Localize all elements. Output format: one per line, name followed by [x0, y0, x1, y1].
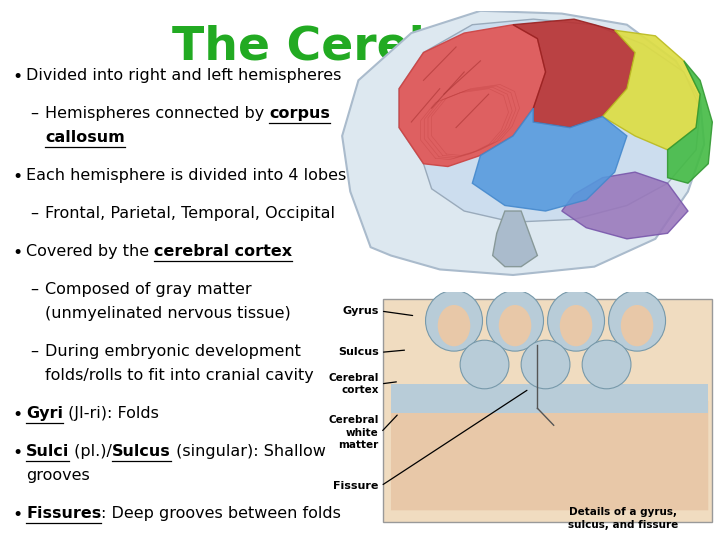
Ellipse shape: [621, 305, 653, 346]
Text: Cerebral
cortex: Cerebral cortex: [328, 373, 379, 395]
Text: The Cerebrum: The Cerebrum: [171, 25, 549, 70]
Ellipse shape: [608, 291, 665, 351]
Text: Frontal, Parietal, Temporal, Occipital: Frontal, Parietal, Temporal, Occipital: [45, 206, 335, 221]
Text: : Deep grooves between folds: : Deep grooves between folds: [102, 506, 341, 521]
Text: corpus: corpus: [269, 106, 330, 121]
Ellipse shape: [582, 340, 631, 389]
Text: Fissure: Fissure: [333, 481, 379, 491]
Ellipse shape: [521, 340, 570, 389]
Polygon shape: [667, 61, 712, 183]
Text: folds/rolls to fit into cranial cavity: folds/rolls to fit into cranial cavity: [45, 368, 314, 383]
Text: Cerebral
white
matter: Cerebral white matter: [328, 415, 379, 450]
Text: (singular): Shallow: (singular): Shallow: [171, 444, 326, 459]
Polygon shape: [399, 25, 546, 166]
Text: grooves: grooves: [26, 468, 90, 483]
Polygon shape: [342, 11, 704, 275]
Text: –: –: [30, 282, 38, 297]
Ellipse shape: [460, 340, 509, 389]
Text: Covered by the: Covered by the: [26, 244, 154, 259]
Text: Sulcus: Sulcus: [112, 444, 171, 459]
Text: cerebral cortex: cerebral cortex: [154, 244, 292, 259]
Text: •: •: [12, 68, 22, 86]
Text: (pl.)/: (pl.)/: [69, 444, 112, 459]
Ellipse shape: [499, 305, 531, 346]
Text: –: –: [30, 206, 38, 221]
Text: (unmyelinated nervous tissue): (unmyelinated nervous tissue): [45, 306, 291, 321]
Text: Sulcus: Sulcus: [338, 347, 379, 357]
Polygon shape: [472, 108, 627, 211]
Polygon shape: [513, 19, 635, 127]
Ellipse shape: [438, 305, 470, 346]
Text: Gyrus: Gyrus: [343, 306, 379, 316]
Ellipse shape: [548, 291, 605, 351]
FancyBboxPatch shape: [383, 299, 712, 523]
Text: •: •: [12, 444, 22, 462]
FancyBboxPatch shape: [391, 384, 708, 413]
Text: callosum: callosum: [45, 130, 125, 145]
Text: –: –: [30, 344, 38, 359]
Text: •: •: [12, 244, 22, 262]
Text: Hemispheres connected by: Hemispheres connected by: [45, 106, 269, 121]
Text: Fissures: Fissures: [26, 506, 102, 521]
Text: Sulci: Sulci: [26, 444, 69, 459]
Polygon shape: [603, 30, 700, 150]
Text: –: –: [30, 106, 38, 121]
Ellipse shape: [487, 291, 544, 351]
Text: During embryonic development: During embryonic development: [45, 344, 301, 359]
Polygon shape: [391, 384, 708, 510]
Ellipse shape: [559, 305, 593, 346]
Text: Divided into right and left hemispheres: Divided into right and left hemispheres: [26, 68, 341, 83]
Text: (JI-ri): Folds: (JI-ri): Folds: [63, 406, 159, 421]
Text: Each hemisphere is divided into 4 lobes:: Each hemisphere is divided into 4 lobes:: [26, 168, 351, 183]
Text: •: •: [12, 168, 22, 186]
Text: Details of a gyrus,
sulcus, and fissure: Details of a gyrus, sulcus, and fissure: [567, 508, 678, 530]
Text: Composed of gray matter: Composed of gray matter: [45, 282, 251, 297]
Polygon shape: [492, 211, 537, 267]
Polygon shape: [562, 172, 688, 239]
Polygon shape: [399, 19, 700, 222]
Text: •: •: [12, 506, 22, 524]
Ellipse shape: [426, 291, 482, 351]
Text: •: •: [12, 406, 22, 424]
Text: Gyri: Gyri: [26, 406, 63, 421]
